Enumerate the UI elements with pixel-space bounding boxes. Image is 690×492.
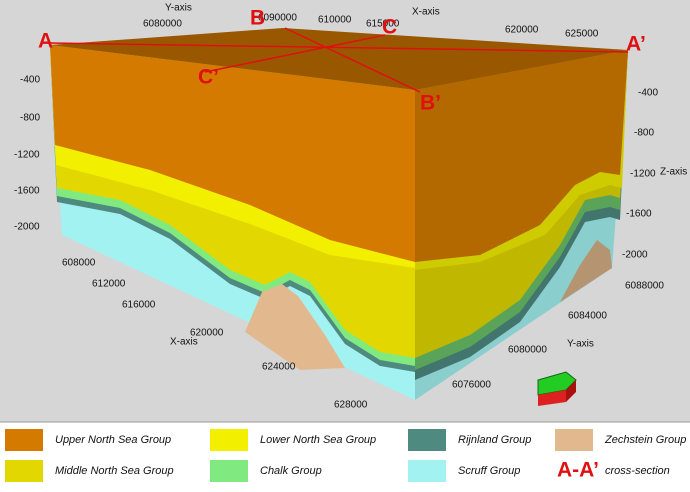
legend-label: cross-section bbox=[605, 465, 670, 477]
tick-label: -1600 bbox=[626, 209, 652, 220]
section-label: B bbox=[250, 7, 265, 30]
axis-label: Y-axis bbox=[567, 339, 594, 350]
tick-label: 6090000 bbox=[258, 13, 297, 24]
labels: Y-axis X-axis Z-axis X-axis Y-axis 60800… bbox=[14, 3, 687, 411]
top-face bbox=[50, 28, 628, 90]
north-arrow bbox=[537, 371, 577, 406]
tick-label: 616000 bbox=[122, 300, 156, 311]
arrow-front bbox=[566, 380, 576, 402]
tick-label: 6088000 bbox=[625, 281, 664, 292]
tick-label: 620000 bbox=[505, 25, 539, 36]
tick-label: -2000 bbox=[14, 222, 40, 233]
section-label: C’ bbox=[198, 66, 219, 89]
legend-swatch bbox=[408, 460, 446, 482]
tick-label: 615000 bbox=[366, 19, 400, 30]
cross-section-lines bbox=[49, 27, 629, 93]
tick-label: -400 bbox=[20, 75, 40, 86]
legend-swatch bbox=[408, 429, 446, 451]
block bbox=[50, 28, 628, 400]
legend-label: Lower North Sea Group bbox=[260, 434, 376, 446]
legend: Upper North Sea Group Lower North Sea Gro… bbox=[5, 429, 686, 482]
legend-swatch bbox=[5, 429, 43, 451]
legend-label: Scruff Group bbox=[458, 465, 520, 477]
layer-upper-north-sea bbox=[415, 50, 628, 262]
legend-swatch bbox=[210, 460, 248, 482]
axis-label: X-axis bbox=[412, 7, 440, 18]
legend-symbol: A-A’ bbox=[557, 459, 599, 482]
line-b bbox=[284, 27, 421, 93]
axis-label: Z-axis bbox=[660, 167, 687, 178]
section-label: C bbox=[382, 16, 397, 39]
tick-label: 6084000 bbox=[568, 311, 607, 322]
line-a bbox=[49, 42, 629, 53]
arrow-side bbox=[538, 390, 566, 406]
legend-swatch bbox=[555, 429, 593, 451]
legend-swatch bbox=[5, 460, 43, 482]
tick-label: -800 bbox=[634, 128, 654, 139]
legend-label: Middle North Sea Group bbox=[55, 465, 174, 477]
tick-label: -800 bbox=[20, 113, 40, 124]
tick-label: 628000 bbox=[334, 400, 368, 411]
axis-label: X-axis bbox=[170, 337, 198, 348]
tick-label: -1600 bbox=[14, 186, 40, 197]
legend-label: Zechstein Group bbox=[604, 434, 686, 446]
tick-label: 608000 bbox=[62, 258, 96, 269]
tick-label: -1200 bbox=[14, 150, 40, 161]
line-c bbox=[204, 34, 386, 73]
legend-label: Rijnland Group bbox=[458, 434, 531, 446]
legend-label: Chalk Group bbox=[260, 465, 322, 477]
tick-label: -1200 bbox=[630, 169, 656, 180]
tick-label: 6076000 bbox=[452, 380, 491, 391]
tick-label: 625000 bbox=[565, 29, 599, 40]
section-label: A bbox=[38, 30, 53, 53]
axis-label: Y-axis bbox=[165, 3, 192, 14]
legend-swatch bbox=[210, 429, 248, 451]
tick-label: 610000 bbox=[318, 15, 352, 26]
section-label: B’ bbox=[420, 92, 441, 115]
section-label: A’ bbox=[626, 33, 646, 56]
layer-upper-north-sea bbox=[50, 45, 415, 262]
tick-label: 624000 bbox=[262, 362, 296, 373]
layer-zechstein bbox=[245, 284, 345, 370]
tick-label: 6080000 bbox=[143, 19, 182, 30]
tick-label: 620000 bbox=[190, 328, 224, 339]
tick-label: 612000 bbox=[92, 279, 126, 290]
tick-label: -2000 bbox=[622, 250, 648, 261]
tick-label: -400 bbox=[638, 88, 658, 99]
tick-label: 6080000 bbox=[508, 345, 547, 356]
layer-zechstein bbox=[560, 240, 612, 302]
legend-label: Upper North Sea Group bbox=[55, 434, 171, 446]
